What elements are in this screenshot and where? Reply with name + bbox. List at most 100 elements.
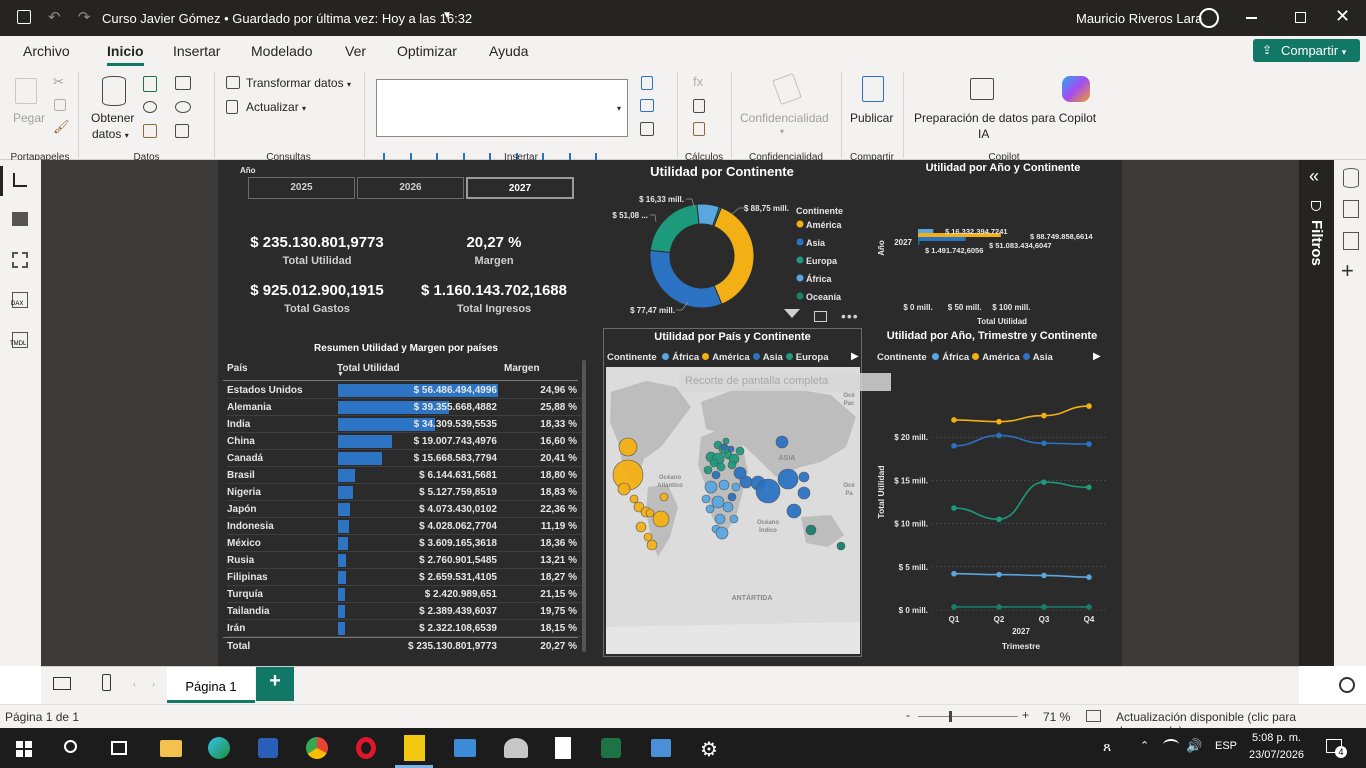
settings-icon[interactable]: ⚙ [700,739,718,761]
get-data-label-2[interactable]: datos ▾ [92,127,129,141]
notification-badge[interactable]: 4 [1335,746,1347,758]
tab-ayuda[interactable]: Ayuda [489,43,529,59]
publish-button[interactable]: Publicar [850,111,894,125]
line-chart[interactable]: $ 20 mill. $ 15 mill. $ 10 mill. $ 5 mill. $… [872,364,1108,656]
legend-item[interactable]: Asia [752,352,783,363]
map-area[interactable]: ASIAOcéanoAtlánticoOcéanoÍndicoANTÁRTIDA… [606,367,860,654]
add-pane-icon[interactable]: + [1341,258,1354,283]
slicer-item-2027[interactable]: 2027 [466,177,574,199]
clock-time[interactable]: 5:08 p. m. [1252,732,1301,744]
dataverse-icon[interactable] [143,101,157,113]
avatar[interactable] [1199,8,1219,28]
windows-start-icon[interactable] [16,741,32,757]
table-row[interactable]: Turquía $ 2.420.989,651 21,15 % [227,586,582,603]
search-icon[interactable] [64,740,77,753]
text-box-icon[interactable] [640,99,654,112]
tmdl-view-icon[interactable] [12,332,28,348]
table-row[interactable]: Estados Unidos $ 56.486.494,4996 24,96 % [227,382,582,399]
powerbi-icon[interactable] [404,735,425,761]
format-painter-icon[interactable]: 🖌 [53,119,70,134]
document-title[interactable]: Curso Javier Gómez • Guardado por última… [102,11,473,26]
volume-icon[interactable]: 🔊 [1186,738,1203,753]
database-icon[interactable] [102,76,126,106]
transform-data-button[interactable]: Transformar datos ▾ [246,76,351,90]
language-indicator[interactable]: ESP [1215,740,1238,752]
summary-table[interactable]: País Total Utilidad ▼ Margen Estados Uni… [223,360,586,656]
photos-icon[interactable] [651,739,671,757]
filter-icon[interactable] [784,309,800,318]
table-row[interactable]: Nigeria $ 5.127.759,8519 18,83 % [227,484,582,501]
chevron-right-icon[interactable]: ▶ [851,351,859,362]
table-row[interactable]: India $ 34.309.539,5535 18,33 % [227,416,582,433]
tab-insertar[interactable]: Insertar [173,43,221,59]
file-explorer-icon[interactable] [160,740,182,757]
chevron-up-icon[interactable]: ⌃ [1140,740,1150,752]
donut-chart[interactable]: $ 88,75 mill. $ 77,47 mill. $ 51,08 ... $ 1… [600,180,890,325]
undo-icon[interactable]: ↶ [48,9,61,26]
prep-data-icon[interactable] [970,78,994,100]
link-icon[interactable] [175,101,191,113]
fit-page-icon[interactable] [1086,710,1101,722]
more-options-icon[interactable]: ••• [841,308,859,324]
legend-item[interactable]: África [662,352,699,363]
mobile-layout-icon[interactable] [102,674,111,691]
table-row[interactable]: Alemania $ 39.355.668,4882 25,88 % [227,399,582,416]
new-visual-icon[interactable] [641,76,653,90]
legend-item[interactable]: América [702,352,750,363]
bar-chart[interactable]: Año 2027 $ 16.332.394,7241 $ 88.749.858,661… [872,176,1102,328]
table-row[interactable]: China $ 19.007.743,4976 16,60 % [227,433,582,450]
minimize-icon[interactable] [1246,17,1257,19]
report-view-icon[interactable] [13,173,27,187]
sql-icon[interactable] [143,124,157,138]
filters-pane-collapsed[interactable]: « Filtros [1299,160,1334,666]
slicer-item-2026[interactable]: 2026 [357,177,464,199]
page-tab-1[interactable]: Página 1 [167,667,255,703]
clock-date[interactable]: 23/07/2026 [1249,749,1305,761]
prep-data-button[interactable]: Preparación de datos para Copilot [914,111,1097,125]
data-pane-icon[interactable] [1343,168,1359,188]
opera-icon[interactable] [356,737,376,759]
maximize-icon[interactable] [1295,12,1306,23]
visual-gallery[interactable] [376,79,628,137]
map-visual[interactable] [603,328,862,657]
column-header-pais[interactable]: País [227,363,248,374]
share-button[interactable]: ⇪ Compartir ▾ [1253,39,1360,62]
slicer-item-2025[interactable]: 2025 [248,177,355,199]
transform-icon[interactable] [226,76,240,89]
legend-item[interactable]: África [932,352,969,363]
copy-icon[interactable] [54,99,66,111]
measure-icon[interactable]: fx [693,74,704,89]
tab-inicio[interactable]: Inicio [107,43,144,66]
table-row[interactable]: Tailandia $ 2.389.439,6037 19,75 % [227,603,582,620]
zoom-in-button[interactable]: + [1022,708,1030,722]
model-view-icon[interactable] [12,252,28,268]
map-legend[interactable]: Continente África América Asia Europa [607,352,829,363]
line-legend[interactable]: Continente África América Asia [877,352,1053,363]
table-row[interactable]: Canadá $ 15.668.583,7794 20,41 % [227,450,582,467]
table-row[interactable]: Rusia $ 2.760.901,5485 13,21 % [227,552,582,569]
publish-icon[interactable] [862,76,884,102]
cut-icon[interactable]: ✂ [53,74,64,89]
zoom-slider[interactable] [918,716,1018,717]
word-icon[interactable] [258,738,278,758]
paste-label[interactable]: Pegar [13,111,46,125]
table-row[interactable]: Indonesia $ 4.028.062,7704 11,19 % [227,518,582,535]
more-visuals-icon[interactable] [640,122,654,136]
chrome-icon[interactable] [306,737,328,759]
chevron-down-icon[interactable]: ▼ [442,10,452,21]
table-row[interactable]: Brasil $ 6.144.631,5681 18,80 % [227,467,582,484]
table-icon[interactable] [175,76,191,90]
copilot-icon[interactable] [1062,76,1090,102]
recent-sources-icon[interactable] [175,124,189,138]
people-icon[interactable]: ጸ [1103,738,1112,754]
wifi-icon[interactable] [1163,739,1179,751]
calculator-icon[interactable] [693,99,705,113]
settings-icon[interactable] [1339,677,1355,693]
focus-mode-icon[interactable] [814,311,827,322]
prev-page-icon[interactable]: ‹ [133,679,136,689]
format-pane-icon[interactable] [1343,200,1359,218]
next-page-icon[interactable]: › [152,679,155,689]
legend-item[interactable]: América [972,352,1020,363]
table-row[interactable]: México $ 3.609.165,3618 18,36 % [227,535,582,552]
table-row[interactable]: Irán $ 2.322.108,6539 18,15 % [227,620,582,637]
